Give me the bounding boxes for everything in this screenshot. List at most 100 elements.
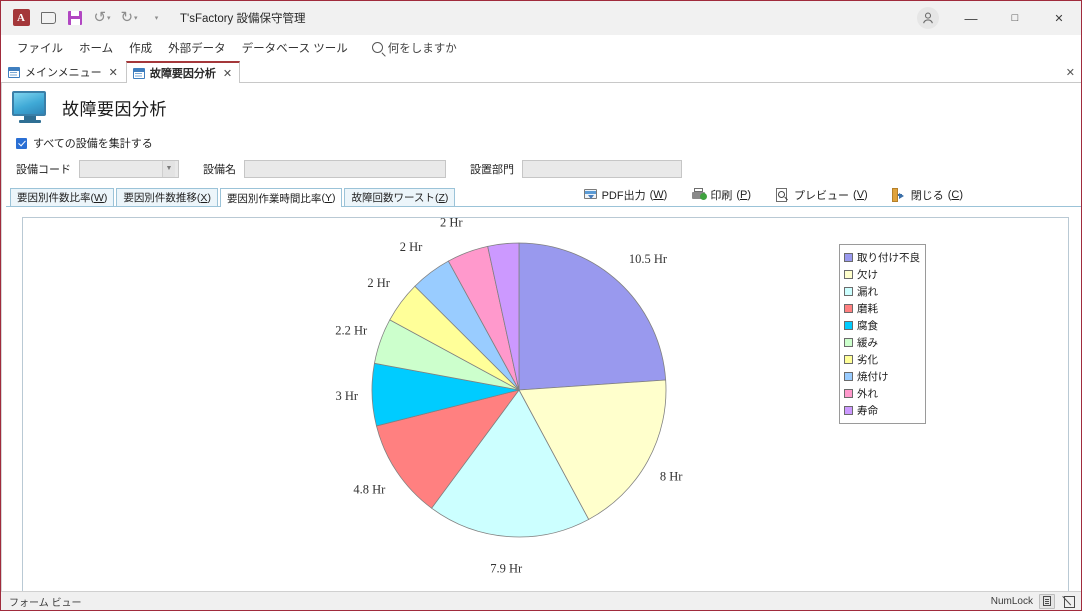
pie-slice-label: 7.9 Hr xyxy=(490,562,523,576)
preview-button[interactable]: プレビュー (V) xyxy=(775,187,868,203)
tab-factor-worktime-ratio[interactable]: 要因別作業時間比率 (Y) xyxy=(219,188,343,207)
legend-label: 磨耗 xyxy=(857,303,878,315)
maximize-button[interactable]: □ xyxy=(1011,12,1019,24)
pie-chart: 10.5 Hr 8 Hr 7.9 Hr 4.8 Hr 3 Hr 2.2 Hr 2 Hr 2 H… xyxy=(335,218,683,576)
legend-label: 欠け xyxy=(857,269,878,281)
close-all-documents-icon[interactable]: ✕ xyxy=(1065,67,1075,79)
legend-item: 腐食 xyxy=(844,317,920,334)
pie-slice-label: 2 Hr xyxy=(400,240,423,254)
numlock-indicator: NumLock xyxy=(990,595,1033,607)
chevron-down-icon[interactable]: ▼ xyxy=(162,160,175,177)
preview-label: プレビュー xyxy=(794,190,850,202)
pdf-export-button[interactable]: PDF出力 (W) xyxy=(582,187,667,203)
tab-factor-count-ratio[interactable]: 要因別件数比率 (W) xyxy=(10,188,115,206)
design-view-icon[interactable] xyxy=(1061,594,1077,609)
save-icon[interactable] xyxy=(63,6,87,30)
window-title: T'sFactory 設備保守管理 xyxy=(180,12,306,25)
checkbox-icon[interactable] xyxy=(16,137,27,149)
legend-item: 焼付け xyxy=(844,368,920,385)
legend-swatch-icon xyxy=(844,321,853,330)
customize-qat-icon[interactable]: ▾ xyxy=(154,14,159,22)
preview-accel: V xyxy=(856,189,865,201)
ribbon-tab-external-data[interactable]: 外部データ xyxy=(168,42,226,55)
chart-tab-bar: 要因別件数比率 (W) 要因別件数推移 (X) 要因別作業時間比率 (Y) 故障… xyxy=(6,188,1081,207)
equipment-name-label: 設備名 xyxy=(203,163,236,176)
tab-factor-count-trend[interactable]: 要因別件数推移 (X) xyxy=(116,188,218,206)
legend-swatch-icon xyxy=(844,304,853,313)
page-title: 故障要因分析 xyxy=(62,99,167,119)
form-header: 故障要因分析 xyxy=(2,83,1081,129)
title-bar: A ↺ ▾ ↻ ▾ ▾ T'sFactory 設備保守管理 — xyxy=(1,1,1081,35)
equipment-name-input[interactable] xyxy=(244,159,446,178)
document-tab-close-icon[interactable]: ✕ xyxy=(222,67,233,80)
undo-icon[interactable]: ↺ ▾ xyxy=(93,9,111,26)
legend-item: 緩み xyxy=(844,334,920,351)
pie-slice-label: 10.5 Hr xyxy=(629,252,668,266)
ribbon-tab-bar: ファイル ホーム 作成 外部データ データベース ツール 何をしますか xyxy=(1,35,1081,61)
pdf-export-label: PDF出力 xyxy=(601,190,646,202)
tab-failure-count-worst[interactable]: 故障回数ワースト (Z) xyxy=(344,188,456,206)
close-form-button[interactable]: 閉じる (C) xyxy=(891,187,963,203)
legend-label: 漏れ xyxy=(857,286,878,298)
department-label: 設置部門 xyxy=(470,163,514,176)
tab-label: 要因別件数比率 xyxy=(17,192,91,204)
tab-accel: Z xyxy=(438,191,445,204)
legend-item: 外れ xyxy=(844,385,920,402)
ribbon-tab-file[interactable]: ファイル xyxy=(17,42,63,55)
close-button[interactable]: ✕ xyxy=(1054,12,1064,25)
pdf-export-accel: W xyxy=(653,189,664,201)
tell-me-search[interactable]: 何をしますか xyxy=(371,40,457,56)
pie-slice xyxy=(487,242,520,391)
form-body: 故障要因分析 PDF出力 (W) 印刷 (P) xyxy=(1,83,1081,591)
pie-slice-label: 1.5 Hr xyxy=(484,218,517,219)
minimize-button[interactable]: — xyxy=(964,10,978,26)
legend-label: 劣化 xyxy=(857,354,878,366)
close-form-accel: C xyxy=(951,189,960,201)
status-view-mode: フォーム ビュー xyxy=(9,597,82,609)
legend-label: 取り付け不良 xyxy=(857,252,920,264)
printer-icon xyxy=(691,188,708,202)
document-tab-failure-factor-analysis[interactable]: 故障要因分析 ✕ xyxy=(125,61,241,83)
form-view-icon[interactable] xyxy=(1039,593,1055,609)
print-accel: P xyxy=(740,189,748,201)
open-icon[interactable] xyxy=(36,6,60,30)
preview-icon xyxy=(775,188,790,202)
chart-legend: 取り付け不良 欠け 漏れ 磨耗 腐食 緩み 劣化 焼付け 外れ 寿命 xyxy=(839,244,926,424)
tell-me-label: 何をしますか xyxy=(387,42,457,55)
close-door-icon xyxy=(891,188,907,202)
equipment-code-combo[interactable]: ▼ xyxy=(79,159,179,178)
pie-slice-label: 8 Hr xyxy=(660,470,683,484)
document-tab-label: メインメニュー xyxy=(25,67,102,79)
legend-item: 漏れ xyxy=(844,283,920,300)
tab-label: 要因別件数推移 xyxy=(123,192,197,204)
legend-swatch-icon xyxy=(844,270,853,279)
document-tab-main-menu[interactable]: メインメニュー ✕ xyxy=(1,61,126,82)
print-button[interactable]: 印刷 (P) xyxy=(691,187,751,203)
pdf-export-icon xyxy=(582,188,598,202)
legend-item: 欠け xyxy=(844,266,920,283)
monitor-icon xyxy=(12,91,48,123)
department-input[interactable] xyxy=(522,159,682,178)
ribbon-tab-create[interactable]: 作成 xyxy=(129,42,153,55)
legend-swatch-icon xyxy=(844,372,853,381)
ribbon-tab-home[interactable]: ホーム xyxy=(79,42,114,55)
redo-icon[interactable]: ↻ ▾ xyxy=(120,9,138,26)
pie-slice-label: 4.8 Hr xyxy=(353,483,386,497)
legend-label: 緩み xyxy=(857,337,878,349)
ribbon-tab-database-tools[interactable]: データベース ツール xyxy=(241,42,348,55)
checkbox-label: すべての設備を集計する xyxy=(33,138,153,150)
pie-slice-label: 2.2 Hr xyxy=(335,323,368,337)
pie-slice-label: 2 Hr xyxy=(440,218,463,229)
window-controls: — □ ✕ xyxy=(907,1,1081,35)
aggregate-all-equipment-checkbox[interactable]: すべての設備を集計する xyxy=(16,133,1081,153)
legend-item: 劣化 xyxy=(844,351,920,368)
pie-slice xyxy=(518,379,667,520)
form-object-icon xyxy=(132,67,145,79)
document-tab-bar: メインメニュー ✕ 故障要因分析 ✕ ✕ xyxy=(1,61,1081,83)
equipment-code-label: 設備コード xyxy=(16,163,71,176)
account-icon[interactable] xyxy=(907,7,949,29)
document-tab-close-icon[interactable]: ✕ xyxy=(108,66,118,79)
search-icon xyxy=(371,42,383,53)
close-form-label: 閉じる xyxy=(910,190,944,202)
